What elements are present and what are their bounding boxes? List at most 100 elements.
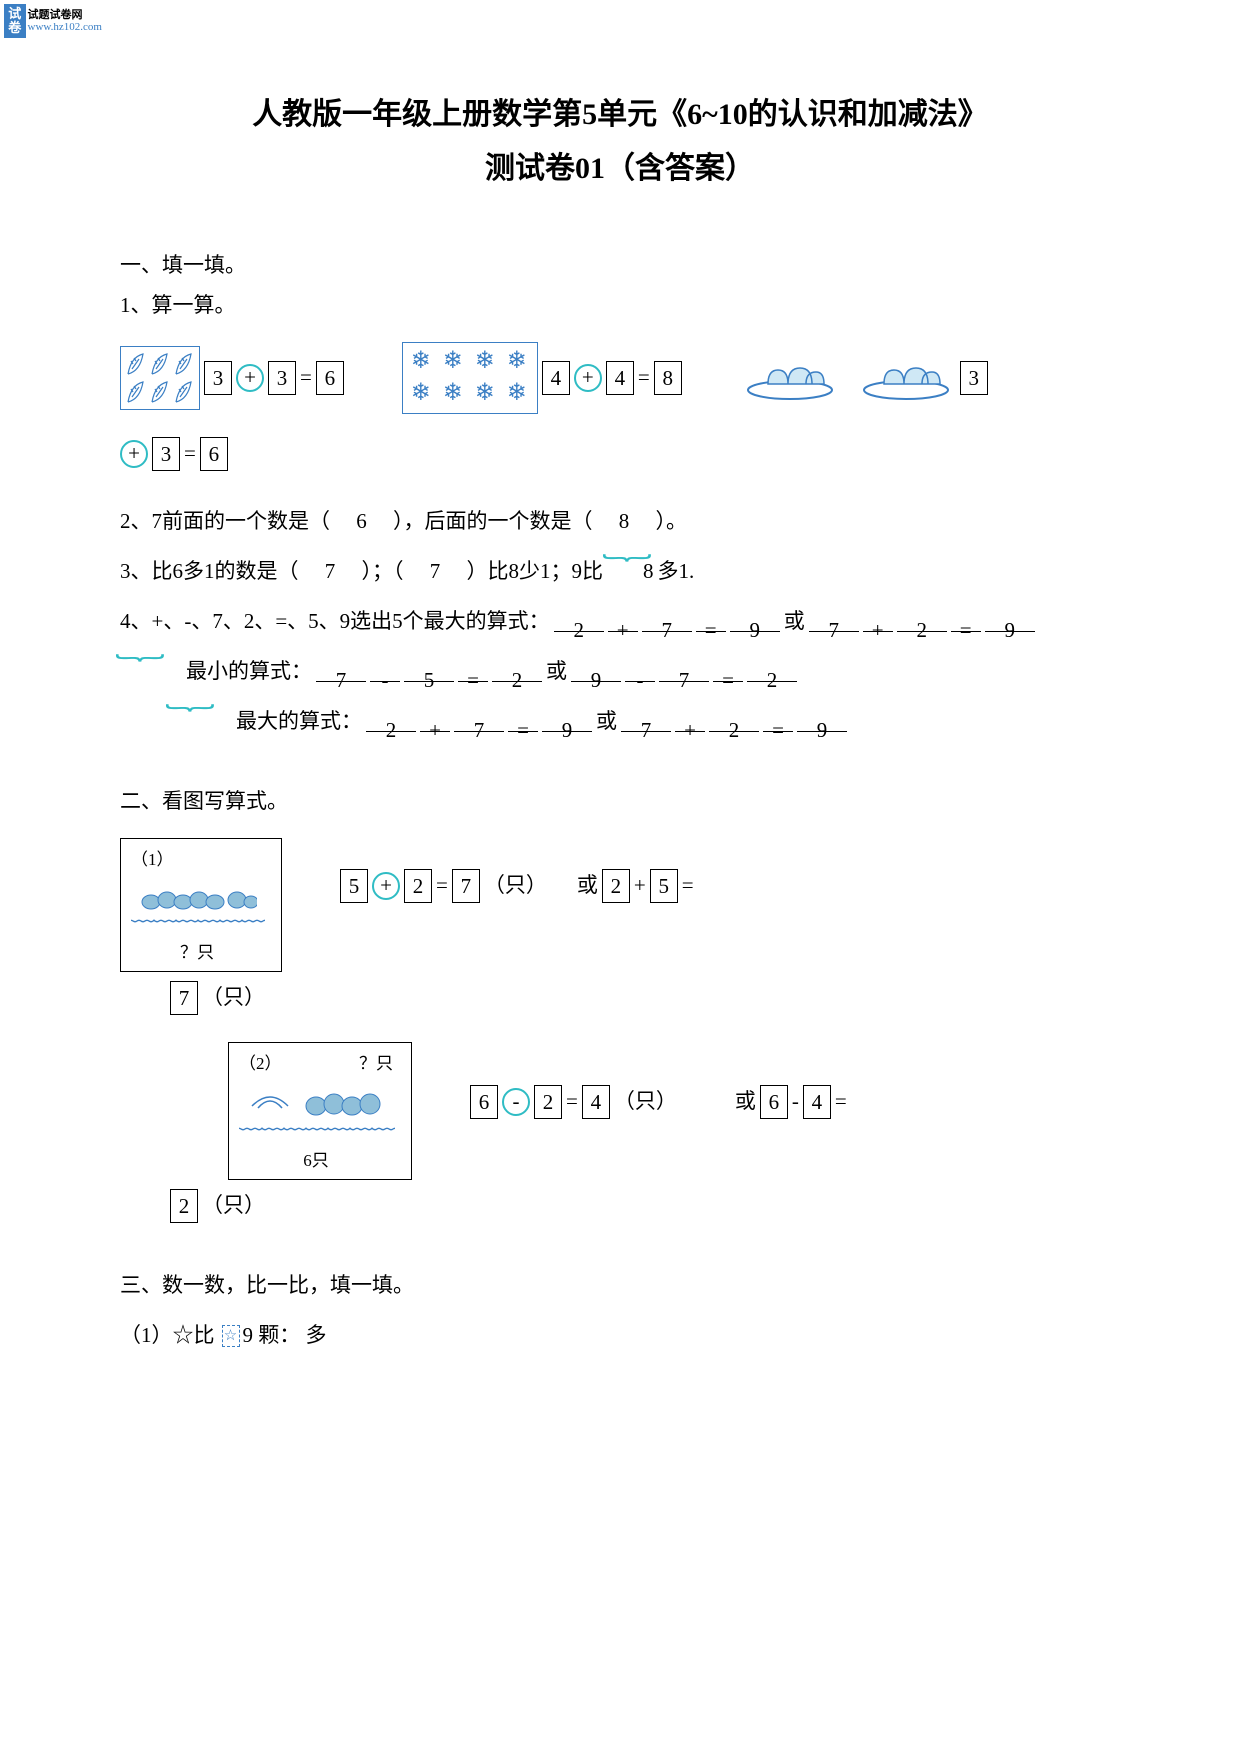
brace-icon: ︸: [602, 561, 652, 579]
q4-op[interactable]: +: [608, 612, 638, 632]
box-b3[interactable]: 3: [152, 437, 180, 471]
leaves-image: [120, 346, 200, 410]
logo: 试 卷 试题试卷网 www.hz102.com: [4, 4, 102, 38]
q6-op[interactable]: +: [420, 712, 450, 732]
q6-or: 或: [596, 703, 617, 741]
box-ans2[interactable]: 8: [654, 361, 682, 395]
q2-ans2[interactable]: 8: [597, 503, 652, 541]
e2-unit: （只）: [614, 1083, 677, 1121]
e1-unit: （只）: [484, 867, 547, 905]
op-circle-3[interactable]: +: [120, 440, 148, 468]
q4-v6[interactable]: 9: [985, 612, 1035, 632]
logo-top: 试: [8, 7, 21, 21]
e2-c[interactable]: 4: [582, 1085, 610, 1119]
q6-v4[interactable]: 7: [621, 712, 671, 732]
s1-heading: 一、填一填。: [120, 247, 246, 285]
q4-v5[interactable]: 2: [897, 612, 947, 632]
s3-note: 9 颗： 多: [243, 1317, 327, 1355]
e1-unit-2: （只）: [202, 979, 265, 1017]
title-line2: 测试卷01（含答案）: [485, 152, 755, 185]
box-a2[interactable]: 4: [542, 361, 570, 395]
e1-or: 或: [577, 867, 598, 905]
q5-v2[interactable]: 5: [404, 662, 454, 682]
e1-op[interactable]: +: [372, 872, 400, 900]
snowflake-image: ❄❄❄❄ ❄❄❄❄: [402, 342, 538, 414]
box-ans1[interactable]: 6: [316, 361, 344, 395]
q5-op2[interactable]: -: [625, 662, 655, 682]
q5-op[interactable]: -: [370, 662, 400, 682]
q5-v5[interactable]: 7: [659, 662, 709, 682]
e2-b2[interactable]: 4: [803, 1085, 831, 1119]
op-circle-1[interactable]: +: [236, 364, 264, 392]
e2-a[interactable]: 6: [470, 1085, 498, 1119]
q2-text-c: ）。: [656, 503, 688, 541]
page-title: 人教版一年级上册数学第5单元《6~10的认识和加减法》 测试卷01（含答案）: [120, 88, 1120, 196]
e2-or: 或: [735, 1083, 756, 1121]
q2-text-a: 2、7前面的一个数是（: [120, 503, 330, 541]
q3-v2[interactable]: 7: [408, 553, 463, 591]
section-2: 二、看图写算式。 （1） ﹋﹋﹋﹋﹋﹋ ？只: [120, 782, 1120, 1226]
q5-a: 最小的算式：: [186, 653, 312, 691]
e2-c2[interactable]: 2: [170, 1189, 198, 1223]
subfig-2-qm: ？只: [359, 1049, 393, 1080]
box-a1[interactable]: 3: [204, 361, 232, 395]
q6-op2[interactable]: +: [675, 712, 705, 732]
box-b2[interactable]: 4: [606, 361, 634, 395]
q4-v4[interactable]: 7: [809, 612, 859, 632]
q4-v1[interactable]: 2: [554, 612, 604, 632]
e1-c2b[interactable]: 7: [170, 981, 198, 1015]
q3-v1[interactable]: 7: [303, 553, 358, 591]
op-circle-2[interactable]: +: [574, 364, 602, 392]
subfig-2: （2） ？只 ﹋﹋﹋﹋﹋﹋﹋ 6只: [228, 1042, 412, 1180]
box-a3[interactable]: 3: [960, 361, 988, 395]
q4-eq[interactable]: =: [696, 612, 726, 632]
e1-a2[interactable]: 2: [602, 869, 630, 903]
e1-b[interactable]: 2: [404, 869, 432, 903]
q5-v3[interactable]: 2: [492, 662, 542, 682]
q6-v6[interactable]: 9: [797, 712, 847, 732]
q5-eq2[interactable]: =: [713, 662, 743, 682]
q5-v4[interactable]: 9: [571, 662, 621, 682]
q6-v1[interactable]: 2: [366, 712, 416, 732]
q3-b: ）；（: [362, 553, 404, 591]
q6-v5[interactable]: 2: [709, 712, 759, 732]
q6-eq[interactable]: =: [508, 712, 538, 732]
logo-text: 试题试卷网 www.hz102.com: [28, 9, 102, 33]
q4-v3[interactable]: 9: [730, 612, 780, 632]
q6-a: 最大的算式：: [236, 703, 362, 741]
q4-or: 或: [784, 603, 805, 641]
e2-op[interactable]: -: [502, 1088, 530, 1116]
e1-c[interactable]: 7: [452, 869, 480, 903]
q6-v3[interactable]: 9: [542, 712, 592, 732]
title-line1: 人教版一年级上册数学第5单元《6~10的认识和加减法》: [252, 98, 988, 131]
section-3: 三、数一数，比一比，填一填。 （1）☆比 ☆ 9 颗： 多: [120, 1266, 1120, 1356]
q2-ans1[interactable]: 6: [334, 503, 389, 541]
q5-v1[interactable]: 7: [316, 662, 366, 682]
q4-v2[interactable]: 7: [642, 612, 692, 632]
star-icon: ☆: [222, 1325, 240, 1347]
e2-b[interactable]: 2: [534, 1085, 562, 1119]
brace-icon-2: ︸: [115, 661, 165, 679]
q2-text-b: ），后面的一个数是（: [393, 503, 593, 541]
brace-icon-3: ︸: [165, 711, 215, 729]
subfig-1-label: （1）: [131, 845, 263, 876]
q5-eq[interactable]: =: [458, 662, 488, 682]
e2-a2[interactable]: 6: [760, 1085, 788, 1119]
s3-heading: 三、数一数，比一比，填一填。: [120, 1267, 414, 1305]
logo-text2: www.hz102.com: [28, 21, 102, 33]
eq2: =: [638, 359, 650, 397]
s1-p1: 1、算一算。: [120, 287, 236, 325]
subfig-2-label: （2）: [239, 1049, 282, 1080]
q4-eq2[interactable]: =: [951, 612, 981, 632]
s3-text: （1）☆比: [120, 1317, 215, 1355]
e1-b2[interactable]: 5: [650, 869, 678, 903]
box-b1[interactable]: 3: [268, 361, 296, 395]
q6-v2[interactable]: 7: [454, 712, 504, 732]
box-ans3[interactable]: 6: [200, 437, 228, 471]
s2-heading: 二、看图写算式。: [120, 783, 288, 821]
q6-eq2[interactable]: =: [763, 712, 793, 732]
e2-eq: =: [566, 1083, 578, 1121]
q5-v6[interactable]: 2: [747, 662, 797, 682]
q4-op2[interactable]: +: [863, 612, 893, 632]
e1-a[interactable]: 5: [340, 869, 368, 903]
